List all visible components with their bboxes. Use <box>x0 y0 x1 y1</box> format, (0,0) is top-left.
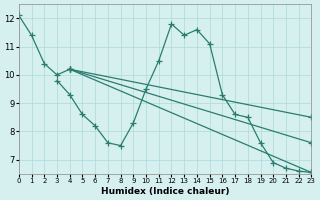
X-axis label: Humidex (Indice chaleur): Humidex (Indice chaleur) <box>101 187 229 196</box>
